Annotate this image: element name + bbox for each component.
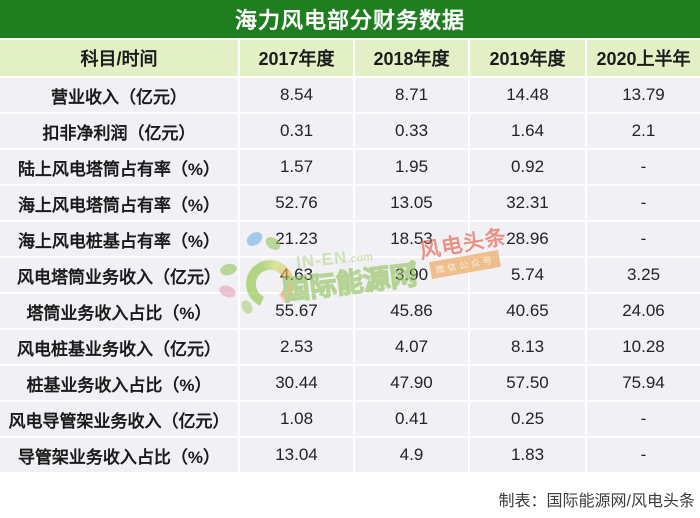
value-cell: 0.41 xyxy=(355,402,468,436)
value-cell: 13.04 xyxy=(240,438,353,472)
row-label: 导管架业务收入占比（%） xyxy=(0,438,238,472)
column-header: 2020上半年 xyxy=(587,40,700,76)
column-header: 2019年度 xyxy=(470,40,585,76)
column-header: 2018年度 xyxy=(355,40,468,76)
value-cell: - xyxy=(587,438,700,472)
value-cell: 2.53 xyxy=(240,330,353,364)
value-cell: 4.07 xyxy=(355,330,468,364)
value-cell: 14.48 xyxy=(470,78,585,112)
value-cell: 0.92 xyxy=(470,150,585,184)
table-row: 扣非净利润（亿元） 0.31 0.33 1.64 2.1 xyxy=(0,114,700,148)
table-title: 海力风电部分财务数据 xyxy=(234,8,465,33)
value-cell: 52.76 xyxy=(240,186,353,220)
value-cell: 4.9 xyxy=(355,438,468,472)
value-cell: 57.50 xyxy=(470,366,585,400)
value-cell: 1.95 xyxy=(355,150,468,184)
value-cell: 8.13 xyxy=(470,330,585,364)
row-label: 桩基业务收入占比（%） xyxy=(0,366,238,400)
value-cell: - xyxy=(587,150,700,184)
value-cell: 1.08 xyxy=(240,402,353,436)
table-row: 海上风电桩基占有率（%） 21.23 18.53 28.96- xyxy=(0,222,700,256)
value-cell: 2.1 xyxy=(587,114,700,148)
table-row: 营业收入（亿元） 8.54 8.71 14.48 13.79 xyxy=(0,78,700,112)
row-label: 海上风电桩基占有率（%） xyxy=(0,222,238,256)
value-cell: 13.79 xyxy=(587,78,700,112)
value-cell: 1.64 xyxy=(470,114,585,148)
value-cell: 8.54 xyxy=(240,78,353,112)
value-cell: 18.53 xyxy=(355,222,468,256)
value-cell: 1.83 xyxy=(470,438,585,472)
value-cell: 5.74 xyxy=(470,258,585,292)
value-cell: 8.71 xyxy=(355,78,468,112)
value-cell: 47.90 xyxy=(355,366,468,400)
table-title-bar: 海力风电部分财务数据 xyxy=(0,0,700,38)
row-label: 营业收入（亿元） xyxy=(0,78,238,112)
table-row: 风电桩基业务收入（亿元） 2.53 4.07 8.13 10.28 xyxy=(0,330,700,364)
value-cell: 24.06 xyxy=(587,294,700,328)
table-row: 海上风电塔筒占有率（%） 52.76 13.05 32.31- xyxy=(0,186,700,220)
table-row: 陆上风电塔筒占有率（%） 1.57 1.95 0.92- xyxy=(0,150,700,184)
value-cell: 10.28 xyxy=(587,330,700,364)
row-label: 海上风电塔筒占有率（%） xyxy=(0,186,238,220)
row-label: 扣非净利润（亿元） xyxy=(0,114,238,148)
row-label: 风电塔筒业务收入（亿元） xyxy=(0,258,238,292)
table-row: 桩基业务收入占比（%） 30.44 47.90 57.50 75.94 xyxy=(0,366,700,400)
value-cell: 13.05 xyxy=(355,186,468,220)
value-cell: 21.23 xyxy=(240,222,353,256)
value-cell: 1.57 xyxy=(240,150,353,184)
value-cell: 4.63 xyxy=(240,258,353,292)
value-cell: 0.31 xyxy=(240,114,353,148)
row-label: 塔筒业务收入占比（%） xyxy=(0,294,238,328)
column-header: 2017年度 xyxy=(240,40,353,76)
table-row: 导管架业务收入占比（%） 13.04 4.9 1.83- xyxy=(0,438,700,472)
row-label: 风电导管架业务收入（亿元） xyxy=(0,402,238,436)
table-row: 风电导管架业务收入（亿元） 1.08 0.41 0.25- xyxy=(0,402,700,436)
row-label: 陆上风电塔筒占有率（%） xyxy=(0,150,238,184)
value-cell: 30.44 xyxy=(240,366,353,400)
row-label: 风电桩基业务收入（亿元） xyxy=(0,330,238,364)
value-cell: 40.65 xyxy=(470,294,585,328)
value-cell: 32.31 xyxy=(470,186,585,220)
table-row: 风电塔筒业务收入（亿元） 4.63 3.90 5.74 3.25 xyxy=(0,258,700,292)
value-cell: 28.96 xyxy=(470,222,585,256)
value-cell: 75.94 xyxy=(587,366,700,400)
value-cell: 45.86 xyxy=(355,294,468,328)
table-body: 营业收入（亿元） 8.54 8.71 14.48 13.79 扣非净利润（亿元） 0.31 0… xyxy=(0,78,700,472)
value-cell: 3.25 xyxy=(587,258,700,292)
value-cell: 3.90 xyxy=(355,258,468,292)
value-cell: 0.25 xyxy=(470,402,585,436)
value-cell: - xyxy=(587,402,700,436)
credit-line: 制表：国际能源网/风电头条 xyxy=(498,493,695,510)
value-cell: - xyxy=(587,186,700,220)
table-header-row: 科目/时间 2017年度 2018年度 2019年度 2020上半年 xyxy=(0,40,700,76)
value-cell: 55.67 xyxy=(240,294,353,328)
value-cell: 0.33 xyxy=(355,114,468,148)
column-header: 科目/时间 xyxy=(0,40,238,76)
table-row: 塔筒业务收入占比（%） 55.67 45.86 40.65 24.06 xyxy=(0,294,700,328)
value-cell: - xyxy=(587,222,700,256)
